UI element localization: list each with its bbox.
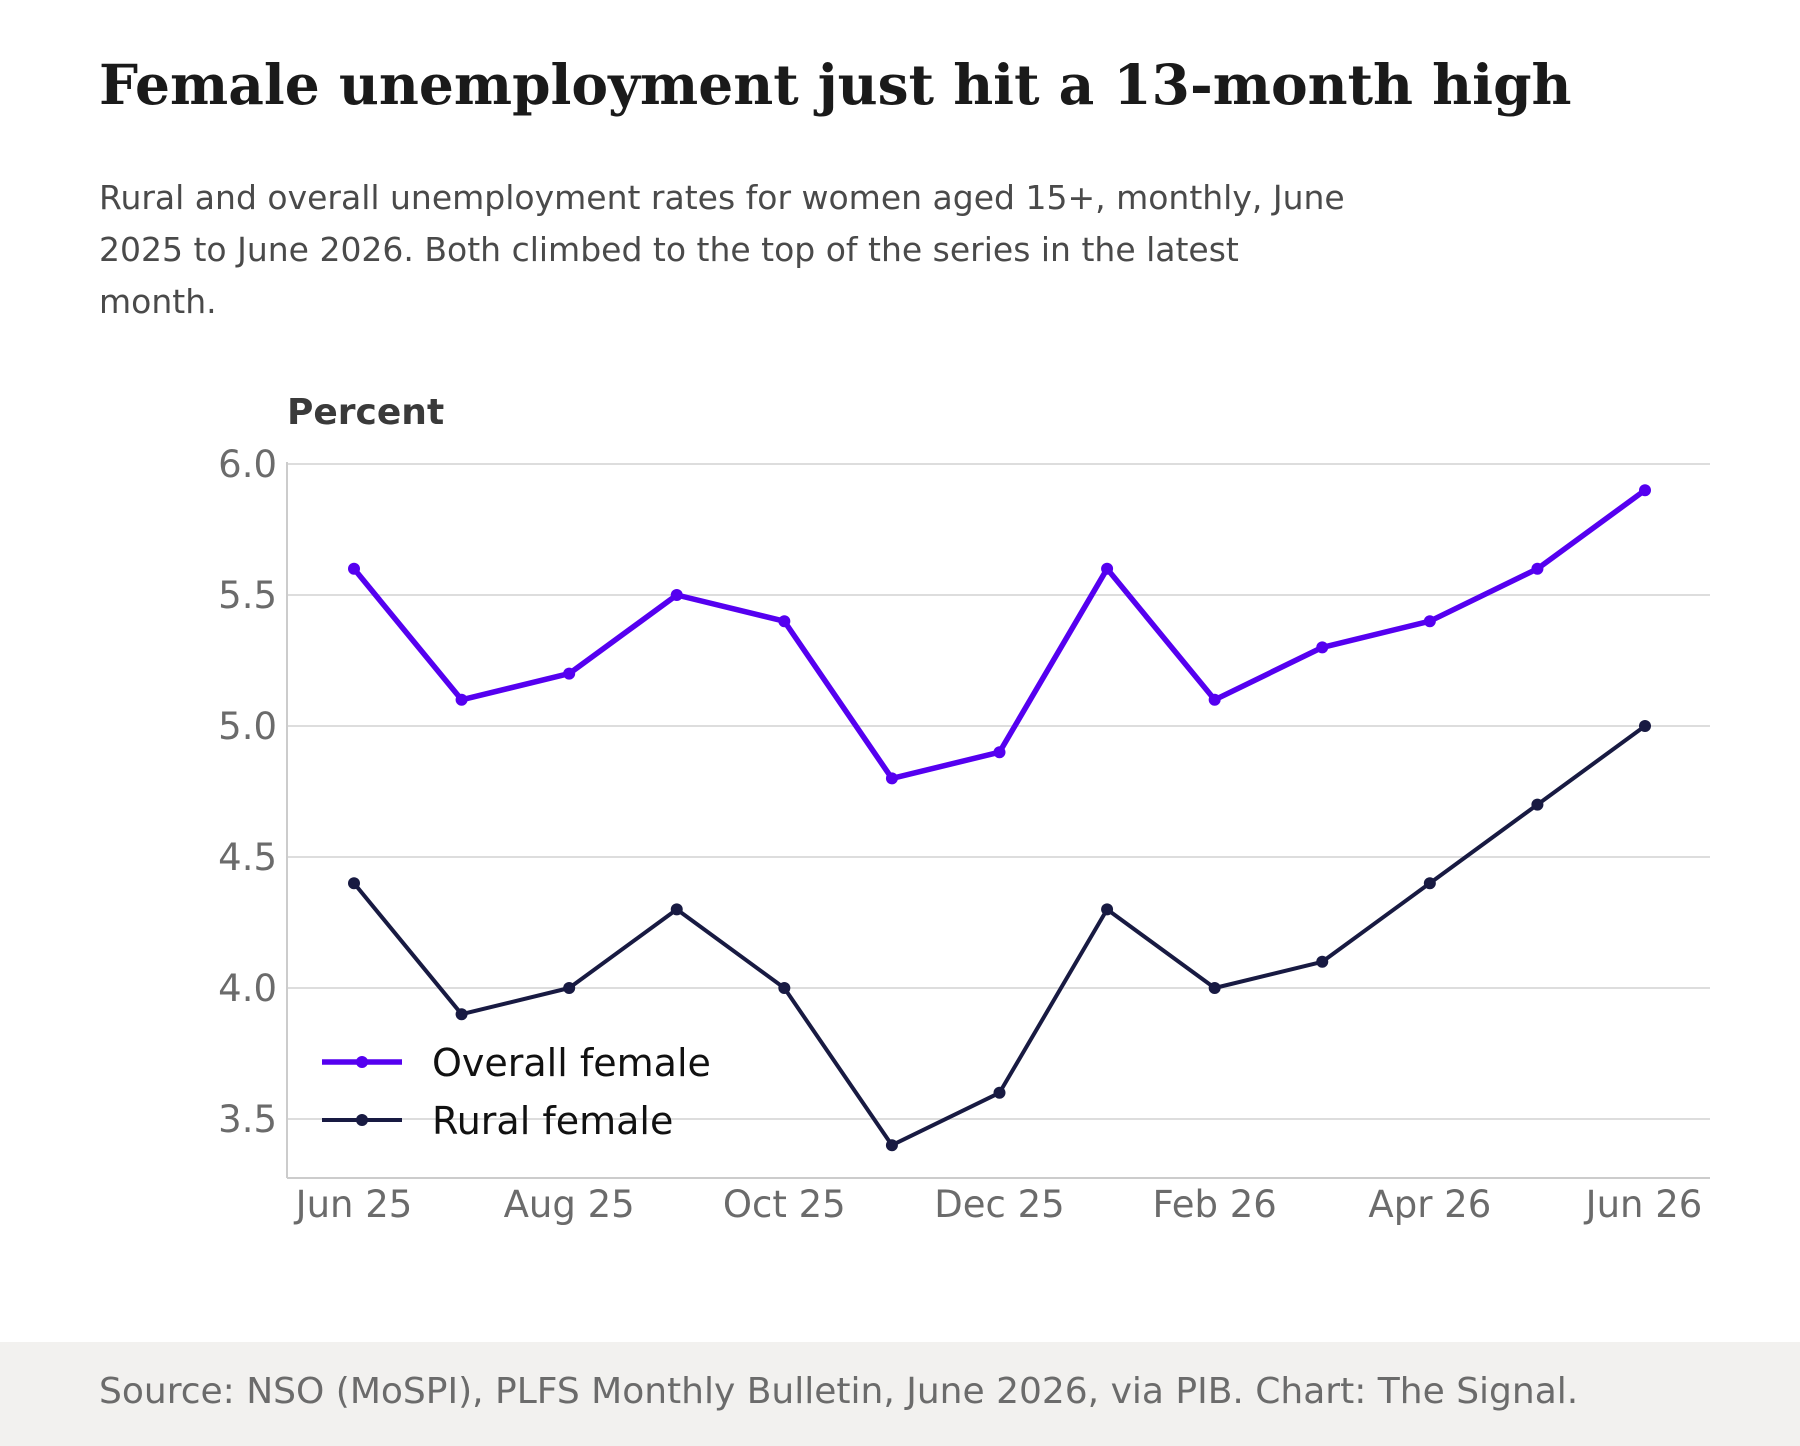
legend-label: Overall female — [432, 1041, 711, 1085]
x-tick-label: Apr 26 — [1368, 1183, 1491, 1226]
rural-female-point — [1423, 877, 1436, 890]
overall-female-point — [1208, 693, 1221, 706]
overall-female-point — [885, 772, 898, 785]
overall-female-point — [563, 667, 576, 680]
legend-label: Rural female — [432, 1099, 673, 1143]
overall-female-point — [993, 746, 1006, 759]
overall-female-point — [1316, 641, 1329, 654]
subtitle-line: 2025 to June 2026. Both climbed to the t… — [99, 230, 1239, 269]
rural-female-point — [670, 903, 683, 916]
legend-item: Rural female — [322, 1099, 673, 1143]
source-note: Source: NSO (MoSPI), PLFS Monthly Bullet… — [99, 1371, 1579, 1412]
overall-female-point — [1101, 562, 1114, 575]
y-tick-label: 4.0 — [218, 967, 277, 1010]
legend-swatch-marker — [356, 1056, 368, 1068]
overall-female-point — [1423, 615, 1436, 628]
legend-item: Overall female — [322, 1041, 711, 1085]
overall-female-point — [348, 562, 360, 575]
x-tick-label: Jun 25 — [294, 1183, 413, 1226]
line-chart: Percent 3.5 4.0 4.5 5.0 5.5 6.0 Jun 25 Aug 25 O… — [218, 392, 1710, 1226]
rural-female-point — [1101, 903, 1114, 916]
gridlines — [287, 463, 1710, 1120]
rural-female-point — [1208, 982, 1221, 994]
subtitle-line: month. — [99, 282, 217, 321]
y-axis-ticks: 3.5 4.0 4.5 5.0 5.5 6.0 — [218, 443, 277, 1141]
y-tick-label: 5.0 — [218, 705, 277, 748]
y-axis-label: Percent — [287, 392, 444, 433]
footer: Source: NSO (MoSPI), PLFS Monthly Bullet… — [0, 1342, 1800, 1446]
overall-female-point — [778, 615, 791, 628]
y-tick-label: 5.5 — [218, 574, 277, 617]
rural-female-point — [1531, 798, 1544, 811]
x-tick-label: Oct 25 — [723, 1183, 846, 1226]
y-tick-label: 3.5 — [218, 1098, 277, 1141]
rural-female-point — [348, 877, 360, 890]
rural-female-point — [885, 1139, 898, 1152]
x-axis-ticks: Jun 25 Aug 25 Oct 25 Dec 25 Feb 26 Apr 26 Jun … — [294, 1183, 1703, 1226]
rural-female-point — [1639, 720, 1651, 732]
legend-swatch-marker — [356, 1114, 368, 1126]
overall-female-point — [1639, 484, 1651, 497]
rural-female-point — [1316, 955, 1329, 968]
legend: Overall female Rural female — [322, 1041, 711, 1143]
rural-female-point — [993, 1086, 1006, 1099]
y-tick-label: 4.5 — [218, 836, 277, 879]
x-tick-label: Feb 26 — [1152, 1183, 1276, 1226]
rural-female-point — [563, 982, 576, 994]
chart-subtitle: Rural and overall unemployment rates for… — [99, 172, 1499, 328]
rural-female-point — [455, 1008, 468, 1021]
subtitle-line: Rural and overall unemployment rates for… — [99, 178, 1345, 217]
y-tick-label: 6.0 — [218, 443, 277, 486]
x-tick-label: Aug 25 — [504, 1183, 635, 1226]
overall-female-point — [670, 589, 683, 601]
overall-female-line — [351, 487, 1648, 782]
x-tick-label: Dec 25 — [934, 1183, 1064, 1226]
rural-female-point — [778, 982, 791, 994]
chart-title: Female unemployment just hit a 13-month … — [99, 52, 1572, 117]
overall-female-point — [455, 693, 468, 706]
x-tick-label: Jun 26 — [1584, 1183, 1703, 1226]
overall-female-point — [1531, 562, 1544, 575]
series-lines — [348, 484, 1651, 1152]
axes — [286, 462, 1710, 1179]
